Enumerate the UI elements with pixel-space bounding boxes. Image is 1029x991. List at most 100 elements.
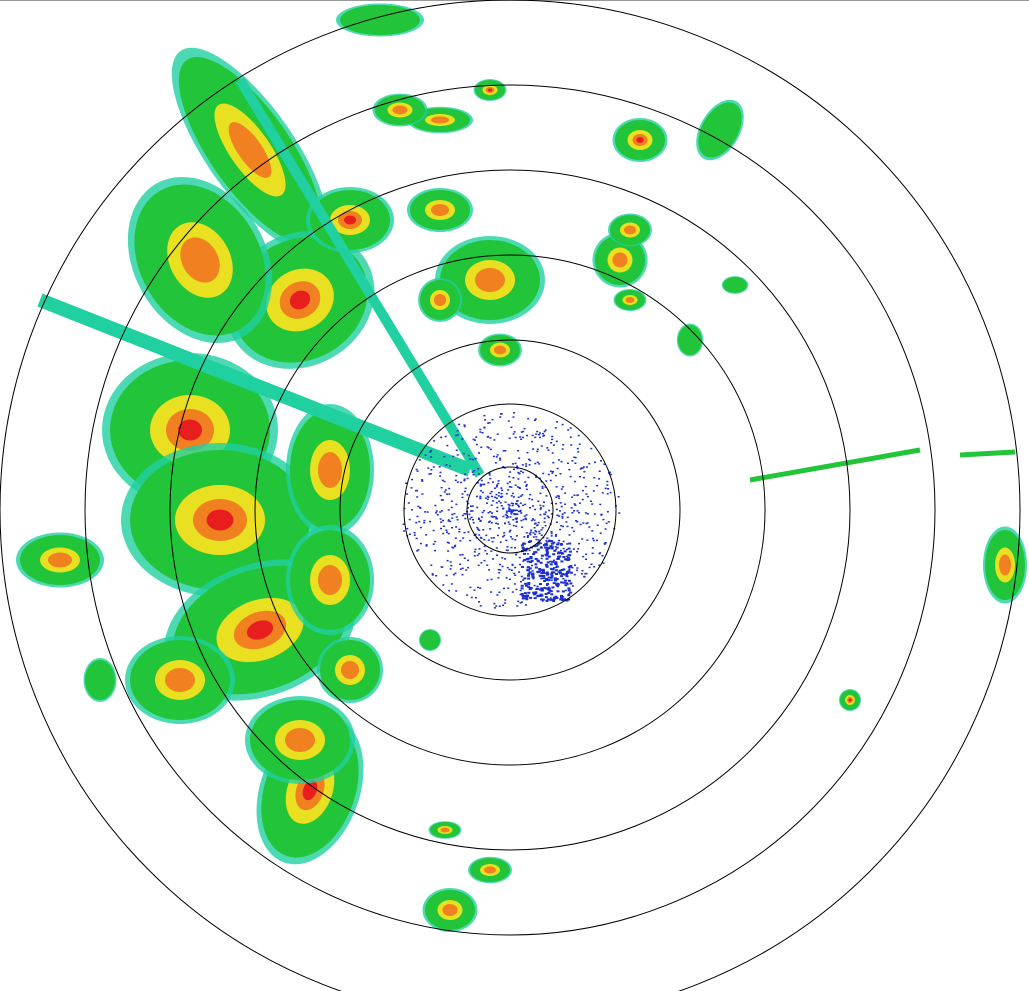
clutter-echo [582, 476, 585, 479]
clutter-echo [429, 451, 432, 453]
clutter-echo [526, 560, 530, 563]
clutter-echo [486, 498, 489, 500]
clutter-echo [550, 572, 554, 575]
clutter-echo [530, 529, 533, 531]
clutter-echo [556, 467, 559, 470]
clutter-echo [524, 584, 528, 587]
clutter-echo [413, 532, 416, 534]
clutter-echo [535, 433, 538, 435]
clutter-echo [402, 523, 405, 525]
clutter-echo [455, 526, 458, 528]
clutter-echo [550, 531, 553, 533]
clutter-echo [517, 471, 520, 474]
clutter-echo [473, 589, 476, 591]
clutter-echo [478, 473, 481, 475]
clutter-echo [419, 506, 422, 509]
clutter-echo [484, 497, 487, 499]
clutter-echo [512, 496, 515, 498]
clutter-echo [540, 589, 544, 592]
clutter-echo [515, 525, 518, 527]
clutter-echo [487, 422, 490, 424]
clutter-echo [556, 590, 560, 593]
clutter-echo [417, 549, 420, 551]
clutter-echo [504, 450, 507, 452]
clutter-echo [539, 561, 543, 564]
clutter-echo [453, 512, 456, 515]
clutter-echo [473, 469, 476, 472]
clutter-echo [561, 423, 564, 426]
clutter-echo [526, 451, 529, 454]
clutter-echo [447, 550, 450, 552]
clutter-echo [547, 473, 550, 476]
clutter-echo [516, 465, 519, 467]
clutter-echo [536, 461, 539, 463]
clutter-echo [523, 515, 526, 517]
clutter-echo [498, 500, 501, 502]
clutter-echo [515, 517, 518, 519]
clutter-echo [585, 493, 588, 495]
clutter-echo [465, 569, 468, 571]
clutter-echo [536, 448, 539, 451]
clutter-echo [549, 563, 553, 566]
clutter-echo [459, 563, 462, 565]
clutter-echo [549, 545, 553, 548]
clutter-echo [617, 496, 620, 498]
clutter-echo [423, 519, 426, 522]
clutter-echo [463, 478, 466, 480]
clutter-echo [509, 511, 512, 513]
clutter-echo [479, 587, 482, 589]
clutter-echo [544, 429, 547, 431]
clutter-echo [432, 543, 435, 545]
clutter-echo [472, 458, 474, 461]
clutter-echo [477, 468, 480, 470]
clutter-echo [448, 487, 451, 490]
clutter-echo [522, 504, 525, 507]
clutter-echo [539, 432, 541, 434]
clutter-echo [553, 579, 557, 582]
precipitation-echoes [16, 3, 1027, 932]
clutter-echo [463, 513, 466, 515]
clutter-echo [539, 594, 543, 597]
clutter-echo [560, 575, 564, 578]
clutter-echo [521, 597, 525, 600]
clutter-echo [537, 521, 540, 524]
echo-intense [442, 904, 458, 916]
clutter-echo [545, 550, 549, 553]
clutter-echo [555, 578, 559, 581]
clutter-echo [544, 563, 548, 566]
echo-intense [341, 661, 359, 679]
clutter-echo [470, 516, 473, 519]
clutter-echo [496, 517, 499, 520]
clutter-echo [516, 486, 519, 488]
clutter-echo [569, 436, 572, 438]
clutter-echo [534, 419, 536, 421]
clutter-echo [507, 587, 510, 589]
clutter-echo [529, 586, 533, 589]
clutter-echo [499, 563, 501, 566]
clutter-echo [447, 519, 450, 521]
clutter-echo [543, 521, 546, 523]
clutter-echo [492, 500, 495, 502]
clutter-echo [514, 513, 517, 515]
clutter-echo [490, 578, 493, 581]
clutter-echo [577, 434, 580, 437]
clutter-echo [510, 569, 513, 571]
clutter-echo [543, 586, 547, 589]
clutter-echo [563, 550, 567, 553]
clutter-echo [519, 589, 522, 592]
clutter-echo [586, 495, 589, 498]
clutter-echo [518, 571, 521, 573]
clutter-echo [510, 502, 513, 504]
clutter-echo [511, 504, 514, 507]
clutter-echo [574, 462, 577, 464]
clutter-echo [584, 512, 587, 514]
clutter-echo [552, 541, 556, 544]
clutter-echo [510, 513, 513, 515]
clutter-echo [547, 516, 550, 519]
clutter-echo [495, 522, 498, 525]
clutter-echo [553, 577, 557, 580]
clutter-echo [507, 420, 510, 422]
clutter-echo [559, 473, 562, 475]
clutter-echo [518, 505, 520, 508]
clutter-echo [551, 472, 554, 474]
